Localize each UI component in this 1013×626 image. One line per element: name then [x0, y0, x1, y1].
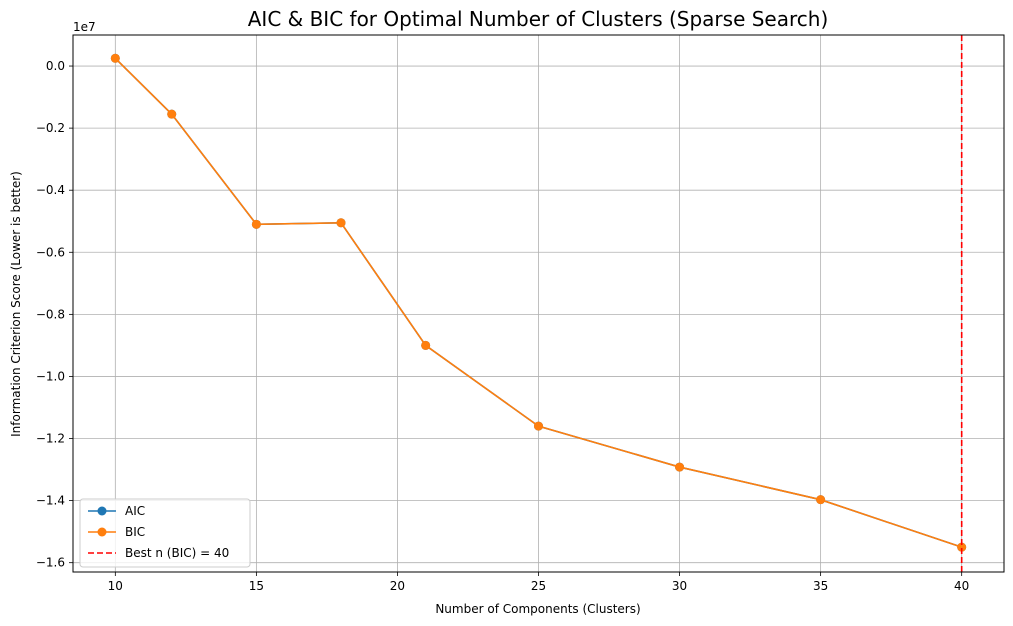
legend-marker	[97, 506, 107, 516]
data-point-bic	[110, 53, 120, 63]
y-tick-label: −1.6	[36, 556, 65, 570]
data-point-bic	[167, 109, 177, 119]
x-tick-label: 40	[954, 579, 969, 593]
y-tick-label: −0.2	[36, 121, 65, 135]
x-tick-label: 10	[108, 579, 123, 593]
legend-item: BIC	[88, 525, 145, 539]
legend-item: Best n (BIC) = 40	[88, 546, 229, 560]
x-tick-label: 30	[672, 579, 687, 593]
legend-box	[79, 498, 251, 568]
y-tick-label: −0.8	[36, 307, 65, 321]
data-point-bic	[421, 340, 431, 350]
data-point-bic	[336, 218, 346, 228]
data-point-bic	[957, 542, 967, 552]
legend: AIC BIC Best n (BIC) = 40	[79, 498, 251, 568]
data-point-bic	[675, 462, 685, 472]
y-tick-label: −1.2	[36, 432, 65, 446]
series-layer	[110, 53, 967, 552]
ticks: 10 15 20 25 30 35 40 0.0 −0.2 −0.4 −0.6 −0.8 −1.0 −1.…	[36, 59, 969, 593]
y-tick-label: −1.4	[36, 494, 65, 508]
series-bic	[110, 53, 967, 552]
data-point-bic	[534, 421, 543, 431]
chart-title: AIC & BIC for Optimal Number of Clusters…	[248, 7, 829, 31]
y-axis-label: Information Criterion Score (Lower is be…	[9, 171, 23, 437]
legend-label: Best n (BIC) = 40	[125, 546, 229, 560]
y-tick-label: −0.4	[36, 183, 65, 197]
x-tick-label: 20	[390, 579, 405, 593]
legend-marker	[97, 527, 107, 537]
legend-label: AIC	[125, 504, 145, 518]
data-point-bic	[816, 495, 826, 505]
legend-label: BIC	[125, 525, 145, 539]
x-tick-label: 25	[531, 579, 546, 593]
y-tick-label: −0.6	[36, 245, 65, 259]
legend-item: AIC	[88, 504, 145, 518]
y-tick-label: 0.0	[46, 59, 65, 73]
grid	[73, 35, 1004, 572]
y-offset-label: 1e7	[73, 20, 96, 34]
x-tick-label: 15	[249, 579, 264, 593]
y-tick-label: −1.0	[36, 369, 65, 383]
data-point-bic	[251, 219, 261, 229]
x-axis-label: Number of Components (Clusters)	[435, 602, 640, 616]
x-tick-label: 35	[813, 579, 828, 593]
